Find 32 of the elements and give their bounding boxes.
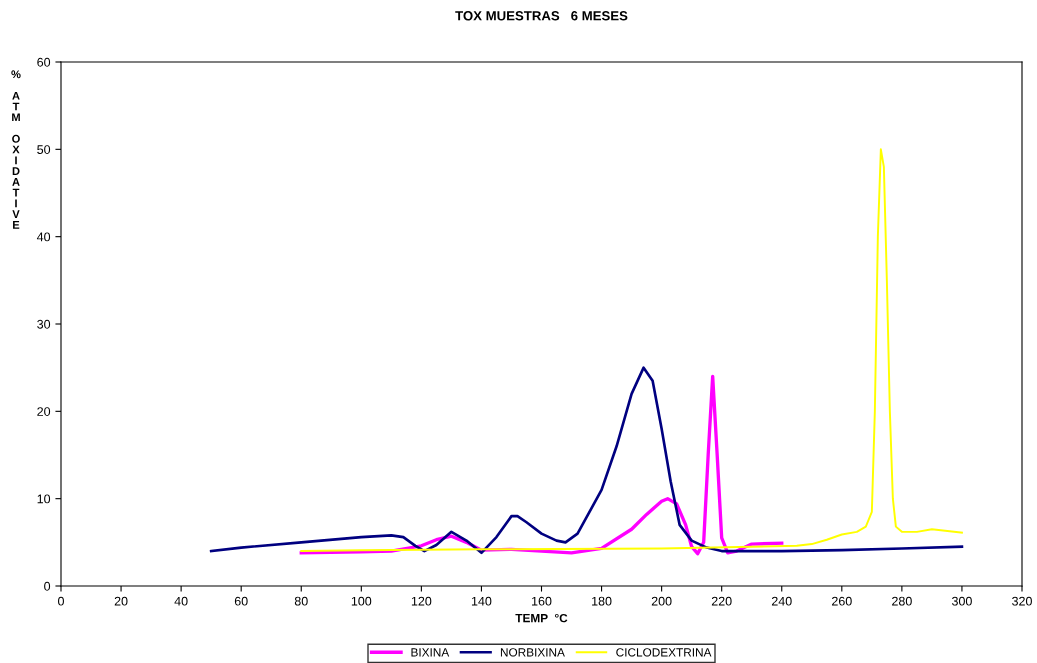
y-tick-label: 40 bbox=[36, 232, 51, 242]
text: % ATM OXIDATIVE bbox=[11, 70, 21, 229]
x-tick-label: 280 bbox=[892, 596, 912, 606]
x-tick-label: 120 bbox=[411, 596, 432, 606]
legend-label: CICLODEXTRINA bbox=[616, 648, 712, 657]
x-tick-label: 0 bbox=[58, 596, 64, 606]
y-tick-label: 60 bbox=[37, 57, 51, 67]
x-tick-label: 240 bbox=[771, 596, 792, 606]
x-tick-label: 180 bbox=[592, 596, 612, 606]
x-tick-label: 80 bbox=[294, 596, 308, 606]
x-tick-label: 100 bbox=[351, 596, 372, 606]
x-tick-label: 20 bbox=[114, 596, 128, 606]
legend-label: BIXINA bbox=[411, 648, 450, 657]
y-tick-label: 30 bbox=[37, 319, 51, 329]
legend-label: NORBIXINA bbox=[500, 648, 565, 657]
x-tick-label: 60 bbox=[234, 596, 248, 606]
x-tick-label: 160 bbox=[532, 596, 552, 606]
x-tick-label: 140 bbox=[471, 596, 492, 606]
x-tick-label: 320 bbox=[1012, 596, 1032, 606]
y-tick-label: 50 bbox=[37, 145, 51, 154]
x-tick-label: 40 bbox=[174, 596, 188, 606]
y-tick-label: 0 bbox=[44, 581, 51, 591]
x-tick-label: 300 bbox=[951, 596, 972, 606]
x-axis-title: TEMP °C bbox=[515, 613, 568, 623]
x-tick-label: 200 bbox=[651, 596, 672, 606]
x-tick-label: 220 bbox=[711, 596, 732, 606]
x-tick-label: 260 bbox=[832, 596, 852, 606]
line-series bbox=[209, 366, 964, 555]
y-tick-label: 20 bbox=[37, 407, 51, 416]
y-tick-label: 10 bbox=[37, 494, 51, 504]
chart-title: TOX MUESTRAS 6 MESES bbox=[455, 11, 628, 21]
line-series bbox=[300, 148, 963, 553]
